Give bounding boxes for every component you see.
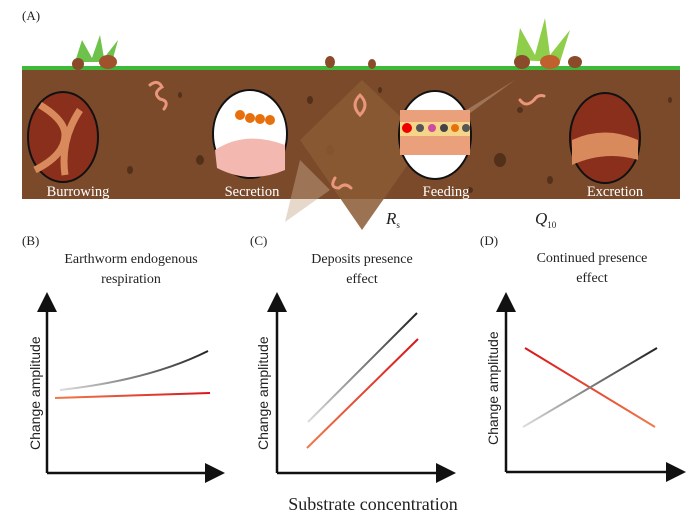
process-circles bbox=[27, 89, 641, 184]
legend: Rs Q10 bbox=[385, 209, 662, 230]
panel-a-label: (A) bbox=[22, 8, 40, 23]
panel-d-label: (D) bbox=[480, 233, 498, 248]
panel-c-ylabel: Change amplitude bbox=[255, 336, 271, 450]
panel-c-title-2: effect bbox=[346, 272, 378, 287]
shared-xlabel: Substrate concentration bbox=[288, 494, 457, 514]
panel-c-label: (C) bbox=[250, 233, 267, 248]
legend-rs-main: R bbox=[385, 209, 397, 228]
panel-b-label: (B) bbox=[22, 233, 39, 248]
earthworms bbox=[148, 80, 546, 190]
process-label-feeding: Feeding bbox=[423, 184, 470, 200]
panel-d-ylabel: Change amplitude bbox=[485, 331, 501, 445]
panel-b-ylabel: Change amplitude bbox=[27, 336, 43, 450]
grass-line bbox=[22, 66, 680, 70]
panel-c-q10-line bbox=[306, 338, 419, 449]
process-label-secretion: Secretion bbox=[225, 184, 281, 200]
surface-plants bbox=[72, 18, 582, 70]
panel-c-rs-line bbox=[307, 312, 418, 423]
panel-d-title-1: Continued presence bbox=[537, 251, 648, 266]
svg-text:Rs: Rs bbox=[385, 209, 400, 230]
svg-text:Q10: Q10 bbox=[535, 209, 557, 230]
legend-rs-sub: s bbox=[396, 220, 400, 230]
process-label-burrowing: Burrowing bbox=[47, 184, 110, 200]
panel-d-rs-line bbox=[522, 347, 658, 428]
panel-b-title-1: Earthworm endogenous bbox=[64, 252, 197, 267]
panel-c-title-1: Deposits presence bbox=[311, 252, 412, 267]
convergence-diamond bbox=[300, 80, 425, 230]
panel-b-title-2: respiration bbox=[101, 272, 161, 287]
process-label-excretion: Excretion bbox=[587, 184, 644, 200]
panel-b-q10-curve bbox=[54, 392, 211, 399]
legend-q-sub: 10 bbox=[547, 220, 557, 230]
panel-d-title-2: effect bbox=[576, 271, 608, 286]
panel-b-rs-curve bbox=[59, 350, 209, 391]
legend-q-main: Q bbox=[535, 209, 547, 228]
